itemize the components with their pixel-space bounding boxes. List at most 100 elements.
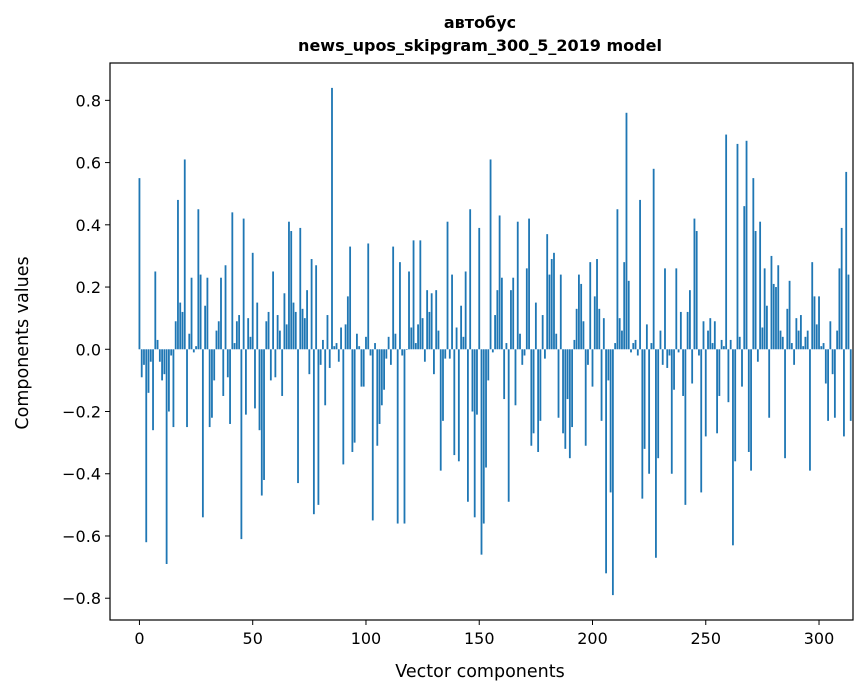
bar [734,349,737,462]
bar [439,349,442,471]
bar [643,349,646,449]
bar [593,296,596,350]
x-tick-label: 50 [243,629,263,648]
y-axis-ticks: −0.8 −0.6 −0.4 −0.2 0.0 0.2 0.4 0.6 0.8 [62,91,110,608]
bar [756,349,759,362]
bar [442,349,444,421]
bar [446,221,449,350]
bar [496,290,499,350]
bar [197,209,200,350]
bar [634,339,637,350]
bar [167,349,170,412]
bar [652,168,655,350]
bar [356,333,358,350]
bar [247,318,250,350]
bar [591,349,594,387]
bar [435,290,438,350]
bar [256,302,259,350]
bar [754,231,757,350]
bar [473,349,476,518]
bar [426,290,429,350]
bar [204,305,207,350]
bar [231,212,234,350]
bar [457,349,460,462]
bar [258,349,261,431]
bar [804,336,807,350]
bar [580,283,583,350]
bar [351,349,354,452]
bar [827,349,829,421]
bar [485,349,487,468]
bar [421,318,424,350]
bar [489,159,492,350]
bar [614,343,617,350]
bar [507,349,510,502]
bar [587,349,589,365]
bar [840,227,843,350]
bar [152,349,154,431]
bar [763,268,766,350]
bar [568,349,571,459]
bar [829,321,832,350]
bar [444,349,447,359]
bar [849,349,852,421]
bar [278,330,281,350]
bar [707,330,709,350]
bar [423,349,426,362]
bar [385,349,388,359]
y-tick-label: −0.8 [62,589,101,608]
bar [206,277,209,350]
bar [722,346,725,350]
bar [732,349,734,546]
bar [410,327,413,350]
bar [487,349,490,381]
bar [505,343,508,350]
bar [349,246,352,350]
bar [283,293,286,350]
bar-series [138,87,852,596]
bar [523,349,526,356]
bar [512,277,515,350]
bar [315,265,318,350]
y-tick-label: 0.0 [76,340,101,359]
bar [793,349,796,365]
bar [684,349,687,505]
bar [700,349,703,493]
bar [738,336,741,350]
bar [401,349,404,356]
bar [784,349,786,459]
bar [217,321,220,350]
bar [584,349,587,446]
bar [294,311,297,350]
bar [779,330,782,350]
bar [639,199,641,350]
bar [360,349,363,387]
bar [281,349,284,396]
bar [677,349,680,353]
bar [346,296,349,350]
x-tick-label: 100 [351,629,382,648]
bar [337,349,340,362]
bar [770,255,773,350]
bar [149,349,152,362]
bar [582,321,585,350]
bar [158,349,161,362]
bar [480,349,483,555]
chart-title-line2: news_upos_skipgram_300_5_2019 model [298,36,662,55]
bar [326,315,329,350]
bar [589,262,592,350]
bar [609,349,612,493]
bar [222,349,225,396]
bar [478,227,481,350]
bar [541,315,544,350]
bar [555,333,558,350]
bar [165,349,168,564]
bar [655,349,657,558]
bar [679,311,682,350]
bar [299,227,302,350]
bar [208,349,211,428]
bar [365,336,367,350]
bar [682,349,685,396]
bar [276,315,279,350]
